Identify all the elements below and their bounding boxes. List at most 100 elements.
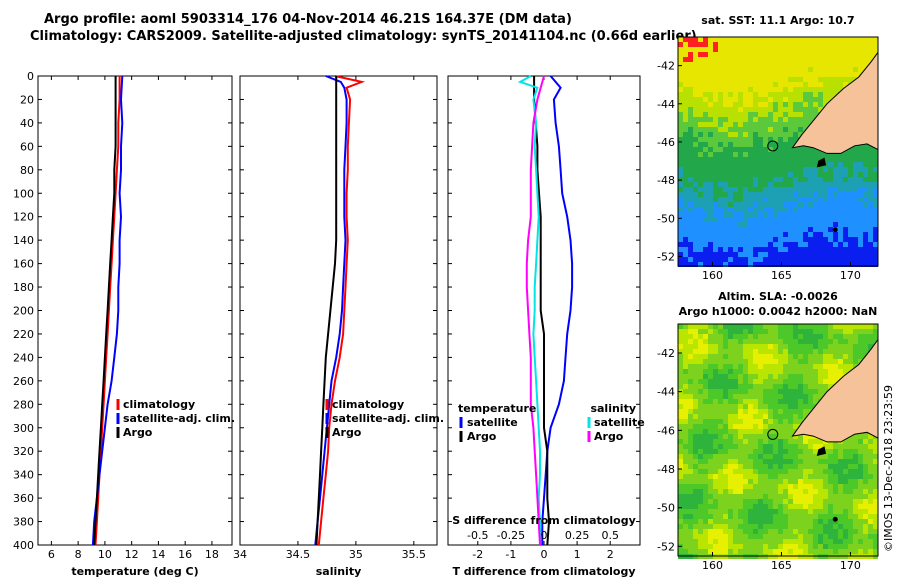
map-cell xyxy=(688,524,693,529)
map-cell xyxy=(863,464,868,469)
map-cell xyxy=(813,489,818,494)
argo-location-marker xyxy=(767,428,779,440)
map-cell xyxy=(733,344,738,349)
map-cell xyxy=(778,359,783,364)
map-cell xyxy=(853,47,858,52)
map-cell xyxy=(763,47,768,52)
map-cell xyxy=(838,192,843,197)
map-cell xyxy=(763,162,768,167)
map-cell xyxy=(813,539,818,544)
map-cell xyxy=(728,82,733,87)
map-cell xyxy=(723,544,728,549)
map-cell xyxy=(858,499,863,504)
map-cell xyxy=(733,389,738,394)
map-cell xyxy=(693,247,698,252)
map-cell xyxy=(713,82,718,87)
map-cell xyxy=(748,92,753,97)
map-cell xyxy=(708,499,713,504)
map-cell xyxy=(738,379,743,384)
map-cell xyxy=(703,404,708,409)
map-cell xyxy=(753,364,758,369)
map-cell xyxy=(703,107,708,112)
map-cell xyxy=(788,524,793,529)
map-cell xyxy=(713,87,718,92)
map-cell xyxy=(813,112,818,117)
map-cell xyxy=(868,439,873,444)
map-cell xyxy=(818,97,823,102)
map-cell xyxy=(853,509,858,514)
map-cell xyxy=(853,62,858,67)
map-cell xyxy=(848,212,853,217)
map-cell xyxy=(798,329,803,334)
y-tick-label: 100 xyxy=(13,187,34,200)
map-cell xyxy=(678,132,683,137)
y-tick-label: 80 xyxy=(20,164,34,177)
map-cell xyxy=(713,252,718,257)
map-cell xyxy=(698,509,703,514)
map-cell xyxy=(763,504,768,509)
map-cell xyxy=(748,329,753,334)
map-cell xyxy=(728,182,733,187)
map-cell xyxy=(823,197,828,202)
map-cell xyxy=(828,217,833,222)
map-cell xyxy=(758,404,763,409)
map-cell xyxy=(803,514,808,519)
map-cell xyxy=(723,217,728,222)
map-cell xyxy=(703,77,708,82)
map-cell xyxy=(733,62,738,67)
map-cell xyxy=(803,237,808,242)
secondary-x-tick-label: -0.25 xyxy=(497,529,525,542)
map-cell xyxy=(793,414,798,419)
map-cell xyxy=(763,132,768,137)
map-cell xyxy=(728,434,733,439)
map-cell xyxy=(688,227,693,232)
map-cell xyxy=(678,242,683,247)
map-cell xyxy=(763,354,768,359)
map-cell xyxy=(798,364,803,369)
map-cell xyxy=(718,439,723,444)
map-cell xyxy=(828,329,833,334)
map-cell xyxy=(683,544,688,549)
map-cell xyxy=(873,324,878,329)
map-cell xyxy=(808,359,813,364)
map-cell xyxy=(758,42,763,47)
map-cell xyxy=(798,444,803,449)
map-cell xyxy=(733,247,738,252)
map-cell xyxy=(773,354,778,359)
map-cell xyxy=(713,479,718,484)
map-cell xyxy=(788,142,793,147)
map-cell xyxy=(793,87,798,92)
map-cell xyxy=(768,424,773,429)
map-cell xyxy=(793,409,798,414)
map-cell xyxy=(728,339,733,344)
map-cell xyxy=(828,459,833,464)
map-cell xyxy=(788,429,793,434)
map-cell xyxy=(683,484,688,489)
map-cell xyxy=(793,509,798,514)
map-cell xyxy=(748,102,753,107)
map-cell xyxy=(853,167,858,172)
map-cell xyxy=(833,232,838,237)
map-cell xyxy=(798,237,803,242)
map-cell xyxy=(833,474,838,479)
map-cell xyxy=(848,62,853,67)
map-cell xyxy=(678,434,683,439)
map-cell xyxy=(833,157,838,162)
map-cell xyxy=(818,167,823,172)
map-cell xyxy=(703,444,708,449)
map-cell xyxy=(803,222,808,227)
map-cell xyxy=(698,484,703,489)
map-cell xyxy=(848,474,853,479)
map-cell xyxy=(768,509,773,514)
map-cell xyxy=(718,459,723,464)
map-cell xyxy=(733,217,738,222)
map-cell xyxy=(703,247,708,252)
map-cell xyxy=(678,539,683,544)
map-cell xyxy=(778,479,783,484)
map-cell xyxy=(708,399,713,404)
map-cell xyxy=(688,202,693,207)
map-cell xyxy=(813,534,818,539)
map-cell xyxy=(703,334,708,339)
map-cell xyxy=(853,222,858,227)
map-cell xyxy=(783,117,788,122)
